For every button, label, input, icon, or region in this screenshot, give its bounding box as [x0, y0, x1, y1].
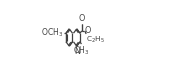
Text: O: O — [84, 26, 91, 35]
Text: O: O — [79, 14, 85, 23]
Text: OCH$_3$: OCH$_3$ — [41, 27, 63, 39]
Text: CH$_3$: CH$_3$ — [74, 45, 90, 57]
Text: C$_2$H$_5$: C$_2$H$_5$ — [86, 35, 105, 45]
Text: N: N — [74, 47, 80, 56]
